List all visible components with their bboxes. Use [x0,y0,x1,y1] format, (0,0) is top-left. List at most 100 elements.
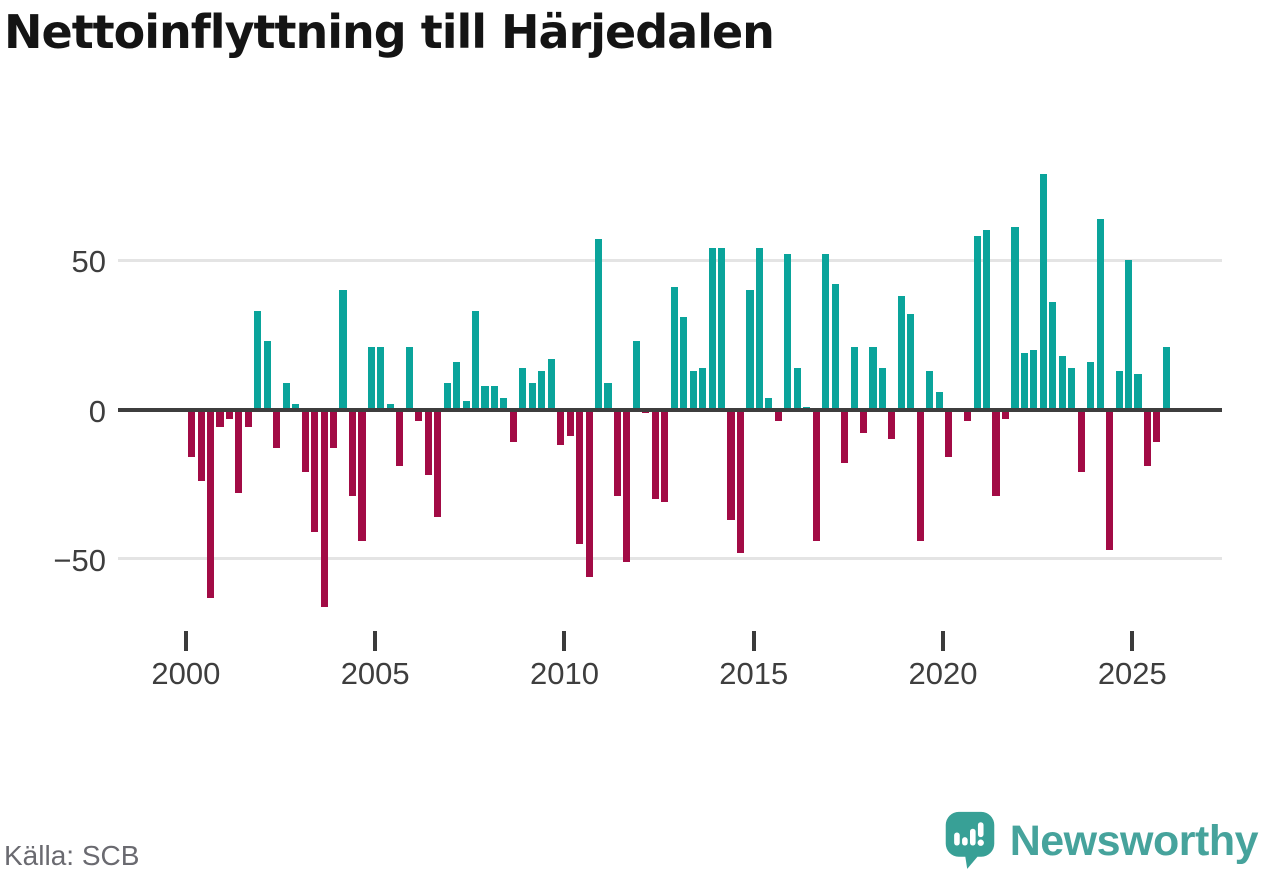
bar-2006Q4 [443,382,451,410]
bar-2014Q2 [727,409,735,520]
bar-2002Q3 [282,382,290,410]
bar-2000Q2 [197,409,205,482]
bar-2021Q2 [992,409,1000,497]
bar-2012Q4 [670,287,678,410]
bar-2008Q1 [490,385,498,410]
bar-2018Q4 [897,296,905,410]
x-axis-tick-label: 2000 [151,656,221,691]
bar-2005Q3 [396,409,404,467]
bar-2004Q2 [348,409,357,497]
bar-2007Q3 [471,311,480,410]
x-axis-tick [1130,631,1135,651]
bar-2022Q2 [1030,349,1038,410]
bar-2020Q4 [973,236,981,410]
bar-2022Q4 [1049,302,1057,410]
bar-2024Q2 [1106,409,1114,550]
bar-2010Q3 [585,409,593,577]
x-axis-tick-label: 2020 [908,656,978,691]
bar-2001Q3 [244,409,252,428]
bar-2024Q1 [1096,218,1104,410]
bar-2012Q3 [661,409,669,502]
bar-2017Q2 [841,409,849,464]
bar-2017Q1 [831,284,839,410]
bar-2017Q4 [859,409,868,434]
bar-2015Q3 [774,409,782,422]
bar-2018Q1 [869,346,877,410]
bar-2015Q1 [755,248,763,410]
bar-2021Q1 [983,230,991,410]
bar-2007Q1 [453,361,461,410]
bar-2004Q4 [367,346,375,410]
bar-2013Q2 [689,370,697,410]
bar-2020Q1 [945,409,953,458]
speech-bubble-bar-chart-exclamation-icon [942,807,998,876]
bar-2014Q4 [746,290,754,410]
bar-2003Q2 [311,409,319,532]
x-axis-tick-label: 2025 [1097,656,1167,691]
bar-2002Q2 [273,409,281,449]
bar-2009Q1 [528,382,536,410]
x-axis-tick [751,631,756,651]
bar-2018Q2 [878,367,887,410]
bar-2018Q3 [888,409,896,440]
bar-2011Q2 [613,409,622,497]
bar-2025Q1 [1134,373,1142,410]
bar-2004Q3 [358,409,366,541]
bar-2001Q2 [235,409,243,494]
bar-2002Q1 [263,340,271,410]
bar-2024Q3 [1115,370,1123,410]
bar-2020Q3 [964,409,972,422]
chart-title: Nettoinflyttning till Härjedalen [4,5,775,59]
bar-2022Q3 [1039,173,1047,410]
bar-2006Q3 [434,409,442,517]
bar-2007Q2 [462,400,470,410]
bar-2015Q4 [784,254,792,410]
bar-2003Q4 [330,409,338,449]
bar-2019Q2 [916,409,924,541]
bar-2025Q3 [1153,409,1161,443]
bar-2021Q3 [1001,409,1010,419]
x-axis-tick-label: 2005 [340,656,410,691]
bar-2000Q4 [216,409,224,428]
bar-2012Q2 [651,409,659,499]
bar-2009Q4 [557,409,565,446]
y-axis-tick-label: 0 [88,393,106,429]
bar-2007Q4 [481,385,489,410]
source-note: Källa: SCB [4,840,140,871]
bar-2024Q4 [1124,260,1133,410]
x-axis-line [118,407,1222,412]
bar-2013Q3 [699,367,707,410]
bar-2000Q3 [206,409,215,598]
bar-2011Q1 [604,382,612,410]
bar-2023Q1 [1058,355,1066,410]
bar-2017Q3 [850,346,858,410]
bar-2014Q1 [718,248,726,410]
bar-2019Q4 [935,391,943,410]
brand-logo: Newsworthy [942,807,1259,876]
bar-2016Q3 [812,409,820,541]
bar-2005Q4 [405,346,413,410]
x-axis-tick-label: 2010 [529,656,599,691]
bar-2009Q3 [547,358,555,410]
bar-2011Q4 [632,340,640,410]
bar-2008Q3 [509,409,517,443]
bar-2006Q1 [415,409,423,422]
bar-2002Q4 [292,403,300,410]
bar-2022Q1 [1020,352,1028,410]
bar-2019Q3 [926,370,934,410]
y-axis-tick-label: 50 [71,244,106,280]
bar-2014Q3 [736,409,745,553]
bar-2025Q2 [1143,409,1152,467]
bar-2015Q2 [765,397,773,410]
bar-2021Q4 [1011,227,1019,410]
bar-2019Q1 [907,314,915,410]
y-axis-tick-label: −50 [53,542,106,578]
bar-2004Q1 [339,290,347,410]
bar-2016Q4 [822,254,830,410]
bar-2010Q2 [576,409,584,544]
x-axis-tick [941,631,946,651]
bar-2011Q3 [623,409,631,562]
bar-2005Q1 [377,346,385,410]
bar-2003Q3 [320,409,328,607]
